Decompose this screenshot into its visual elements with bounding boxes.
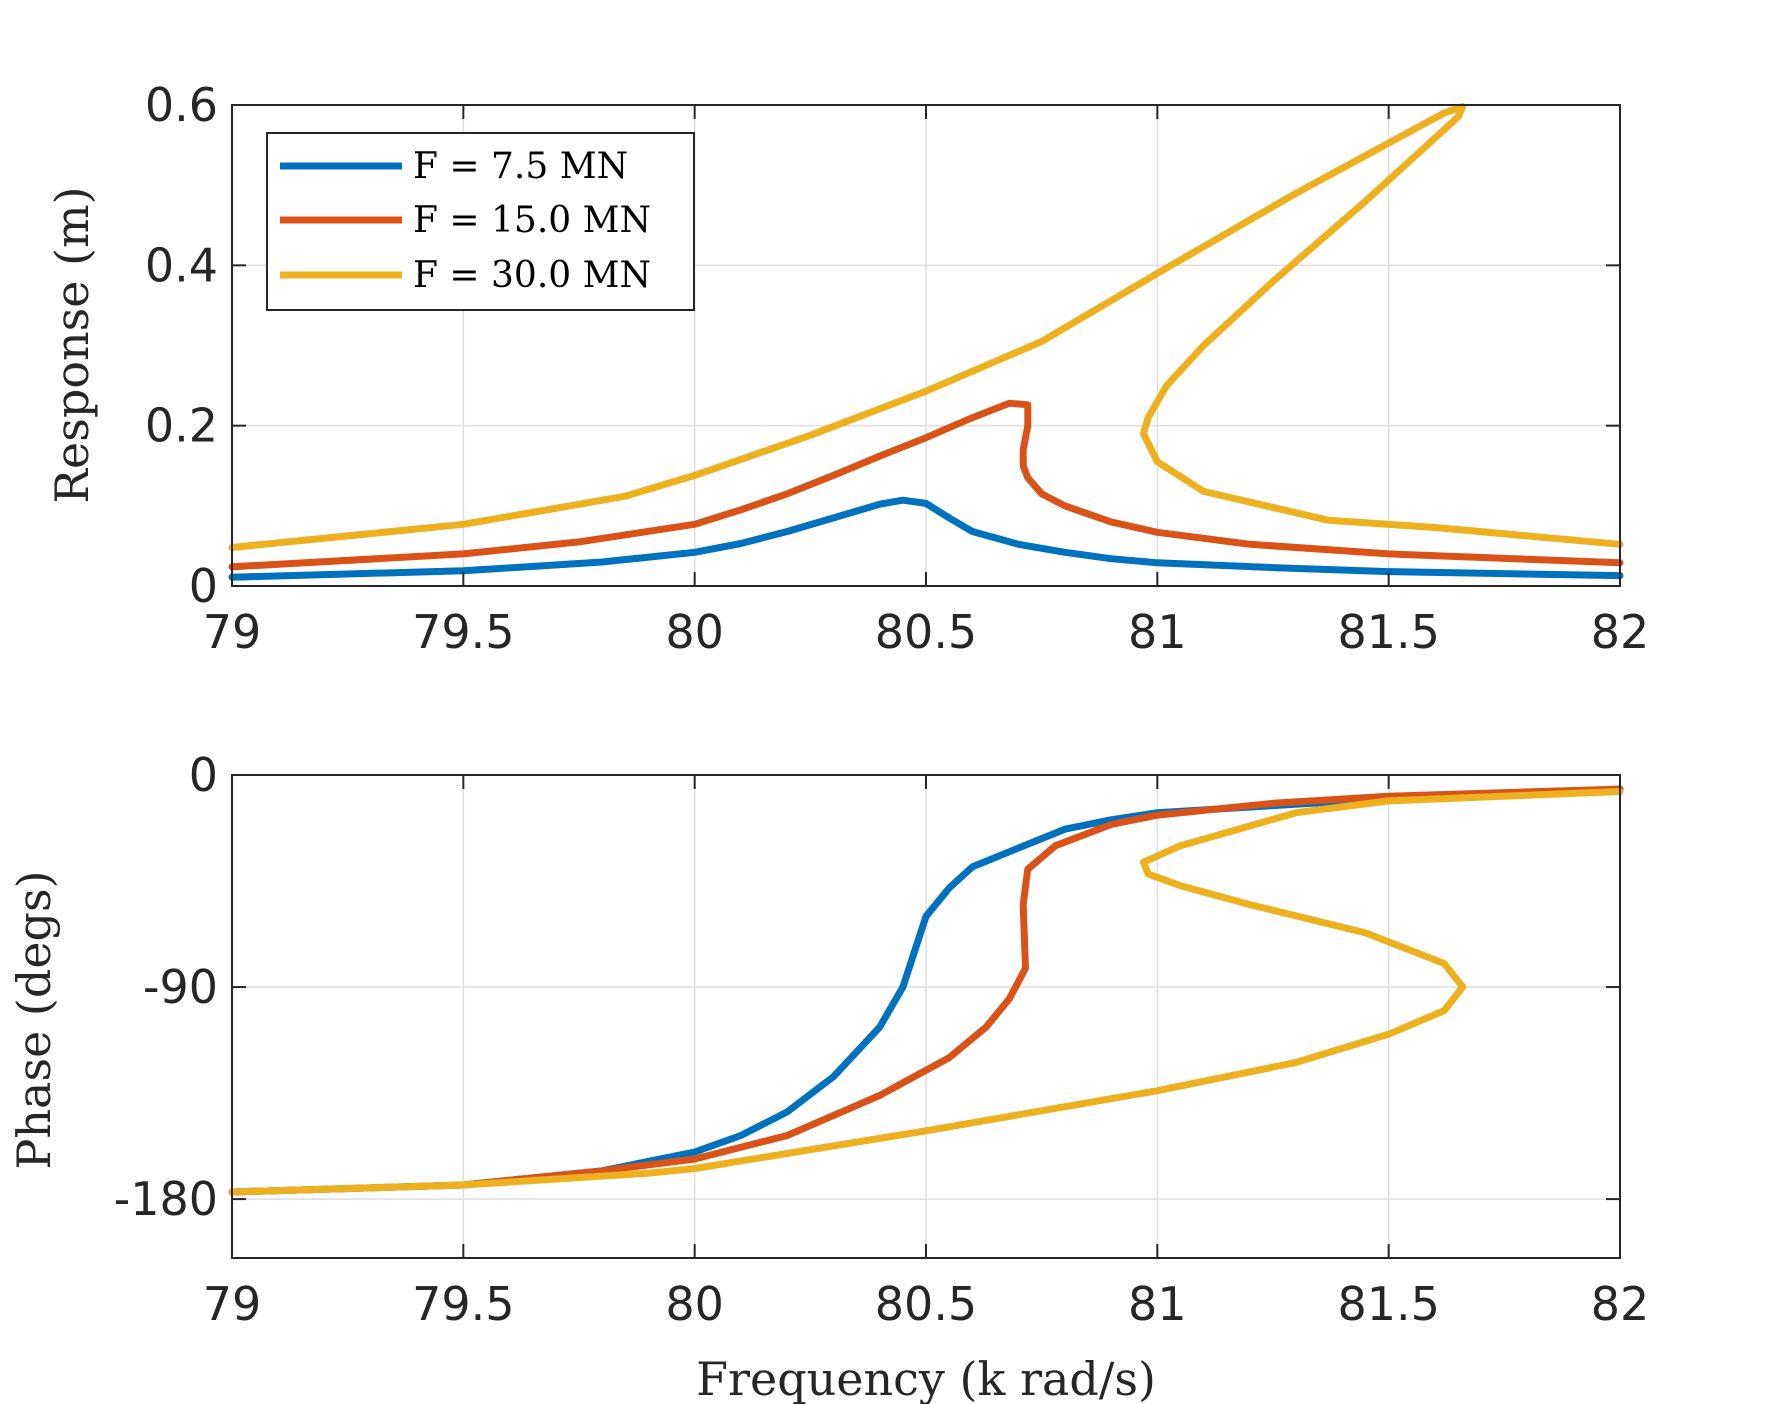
response-series-line-1 bbox=[228, 496, 1624, 581]
phase-x-tick-label: 79 bbox=[203, 1277, 262, 1331]
phase-series-line-2 bbox=[228, 785, 1624, 1196]
phase-y-tick-label: 0 bbox=[189, 748, 218, 802]
phase-x-tick-label: 81.5 bbox=[1337, 1277, 1439, 1331]
response-x-tick-label: 79 bbox=[203, 605, 262, 659]
response-series-line-3 bbox=[228, 103, 1624, 551]
response-x-tick-label: 81 bbox=[1128, 605, 1187, 659]
phase-plot: 79 79.5 80 80.5 81 81.5 82 -180 -90 0 Phase (degs… bbox=[7, 748, 1649, 1404]
legend: F = 7.5 MN F = 15.0 MN F = 30.0 MN bbox=[266, 132, 695, 311]
phase-ticks: 79 79.5 80 80.5 81 81.5 82 -180 -90 0 bbox=[114, 748, 1650, 1331]
response-x-tick-label: 80 bbox=[665, 605, 724, 659]
phase-x-tick-label: 80.5 bbox=[875, 1277, 977, 1331]
phase-y-tick-label: -90 bbox=[143, 960, 218, 1014]
phase-y-axis-label: Phase (degs) bbox=[7, 870, 61, 1169]
response-x-tick-label: 79.5 bbox=[412, 605, 514, 659]
phase-series bbox=[228, 785, 1624, 1196]
response-plot: 79 79.5 80 80.5 81 81.5 82 0 0.2 0.4 0.6 Response … bbox=[45, 78, 1649, 659]
response-x-tick-label: 82 bbox=[1591, 605, 1650, 659]
phase-x-axis-label: Frequency (k rad/s) bbox=[696, 1352, 1156, 1404]
phase-x-tick-label: 80 bbox=[665, 1277, 724, 1331]
response-y-tick-label: 0 bbox=[189, 559, 218, 613]
response-y-tick-label: 0.4 bbox=[145, 238, 218, 292]
phase-x-tick-label: 81 bbox=[1128, 1277, 1187, 1331]
response-y-tick-label: 0.2 bbox=[145, 399, 218, 453]
legend-label-1: F = 7.5 MN bbox=[413, 146, 628, 187]
response-y-tick-label: 0.6 bbox=[145, 78, 218, 132]
response-ticks: 79 79.5 80 80.5 81 81.5 82 0 0.2 0.4 0.6 bbox=[145, 78, 1649, 659]
response-series-line-2 bbox=[228, 399, 1624, 571]
response-x-tick-label: 80.5 bbox=[875, 605, 977, 659]
phase-x-tick-label: 79.5 bbox=[412, 1277, 514, 1331]
response-series bbox=[228, 103, 1624, 581]
phase-x-tick-label: 82 bbox=[1591, 1277, 1650, 1331]
phase-y-tick-label: -180 bbox=[114, 1172, 218, 1226]
response-x-tick-label: 81.5 bbox=[1337, 605, 1439, 659]
response-y-axis-label: Response (m) bbox=[45, 186, 99, 503]
legend-label-3: F = 30.0 MN bbox=[413, 255, 651, 296]
legend-label-2: F = 15.0 MN bbox=[413, 200, 651, 241]
phase-series-line-3 bbox=[228, 788, 1624, 1196]
